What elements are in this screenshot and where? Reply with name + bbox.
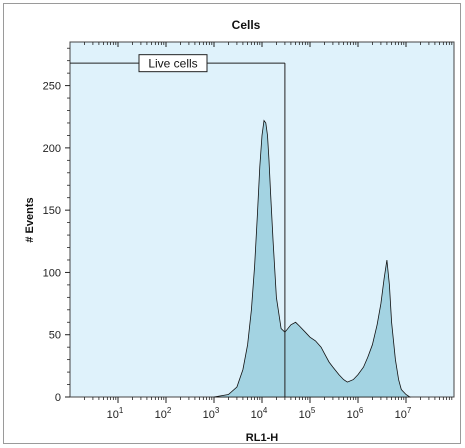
y-tick-label: 250	[43, 81, 61, 93]
y-tick-label: 0	[55, 392, 61, 404]
gate-layer: Live cells	[70, 54, 286, 397]
x-tick-label: 107	[395, 406, 412, 421]
histogram-layer	[213, 119, 412, 398]
x-tick-label: 102	[155, 406, 172, 421]
y-tick-label: 200	[43, 143, 61, 155]
x-tick-label: 101	[107, 406, 124, 421]
x-tick-label: 104	[251, 406, 268, 421]
gate-label-box	[138, 54, 208, 73]
x-tick-label: 103	[203, 406, 220, 421]
gate-label: Live cells	[148, 57, 197, 71]
y-axis-title: # Events	[24, 197, 36, 242]
x-tick-label: 106	[347, 406, 364, 421]
x-tick-label: 105	[299, 406, 316, 421]
y-tick-label: 100	[43, 267, 61, 279]
y-tick-label: 50	[49, 330, 61, 342]
axis-layer: 0 50 100 150 200 250 101 102 103 104 105 106 107	[43, 42, 453, 421]
x-axis-title: RL1-H	[246, 432, 278, 444]
chart-title: Cells	[232, 18, 261, 32]
histogram-area	[213, 119, 412, 398]
y-tick-label: 150	[43, 205, 61, 217]
